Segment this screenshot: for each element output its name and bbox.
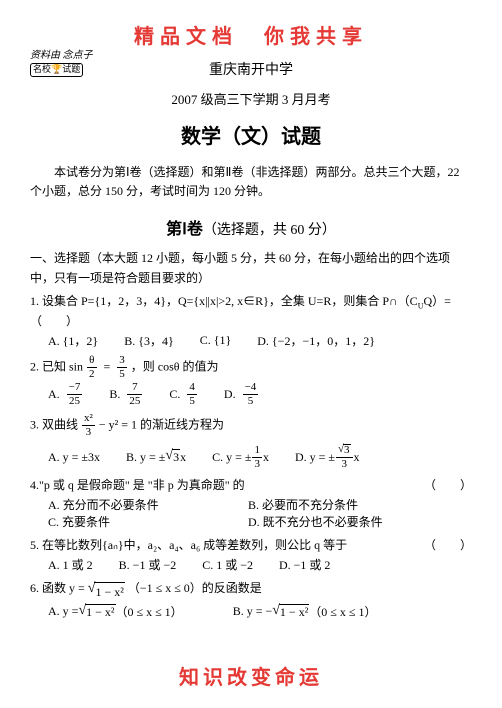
part1-title: 第Ⅰ卷（选择题，共 60 分） [30, 215, 472, 239]
q2-three: 3 [117, 355, 127, 368]
q3-x2: x² [82, 413, 95, 426]
q1-opt-a: A. {1，2} [48, 332, 98, 349]
q5-tail: （ ） [424, 536, 472, 554]
q4-opt-d: D. 既不充分也不必要条件 [248, 513, 448, 530]
q5-opt-d: D. −1 或 2 [279, 556, 330, 573]
q2-theta: θ [87, 355, 97, 368]
q2-five: 5 [117, 368, 127, 380]
q5-options: A. 1 或 2 B. −1 或 −2 C. 1 或 −2 D. −1 或 2 [48, 556, 472, 573]
q5-opt-b: B. −1 或 −2 [119, 556, 177, 573]
logo-badge: 名校🏆试题 [30, 63, 83, 77]
q2-opt-a: A. −725 [48, 382, 83, 407]
q3-opt-b: B. y = ±√3 x [126, 449, 186, 465]
q2-opt-c: C. 45 [169, 382, 198, 407]
q3-stem-a: 3. 双曲线 [30, 417, 78, 431]
q3-opt-d: D. y = ± √33 x [295, 444, 360, 470]
q1-options: A. {1，2} B. {3，4} C. {1} D. {−2，−1，0，1，2… [48, 332, 472, 349]
q2-stem-b: ，则 cosθ 的值为 [131, 359, 219, 373]
intro-text: 本试卷分为第Ⅰ卷（选择题）和第Ⅱ卷（非选择题）两部分。总共三个大题，22 个小题… [30, 163, 472, 201]
footer-banner: 知识改变命运 [0, 661, 502, 690]
q3-opt-c: C. y = ± 13 x [212, 445, 269, 470]
q1-opt-b: B. {3，4} [124, 332, 174, 349]
logo-box: 资料由 念点子 名校🏆试题 [30, 50, 100, 77]
part1-big: 第Ⅰ卷 [166, 221, 203, 238]
q5-opt-c: C. 1 或 −2 [202, 556, 253, 573]
q5-opt-a: A. 1 或 2 [48, 556, 93, 573]
title-main: 数学（文）试题 [30, 120, 472, 149]
q3-options: A. y = ±3x B. y = ±√3 x C. y = ± 13 x D.… [48, 444, 472, 470]
q4-stem: 4."p 或 q 是假命题" 是 "非 p 为真命题" 的 （ ） [30, 476, 472, 494]
q2-options: A. −725 B. 725 C. 45 D. −45 [48, 382, 472, 407]
section1-label: 一、选择题（本大题 12 小题，每小题 5 分，共 60 分，在每小题给出的四个… [30, 249, 472, 287]
q4-opt-a: A. 充分而不必要条件 [48, 496, 248, 513]
q3-three: 3 [82, 426, 95, 438]
q2-opt-d: D. −45 [224, 382, 259, 407]
q6-opt-a: A. y = √1 − x² （0 ≤ x ≤ 1） [48, 603, 183, 620]
q3-stem-b: − y² = 1 的渐近线方程为 [99, 417, 224, 431]
logo-script: 资料由 念点子 [30, 50, 100, 61]
header-banner: 精品文档 你我共享 [30, 20, 472, 49]
q4-tail: （ ） [424, 476, 472, 494]
q3-opt-a: A. y = ±3x [48, 450, 100, 465]
q2-stem: 2. 已知 sin θ2 = 35 ，则 cosθ 的值为 [30, 355, 472, 380]
q6-options: A. y = √1 − x² （0 ≤ x ≤ 1） B. y = − √1 −… [48, 603, 472, 620]
q2-stem-a: 2. 已知 sin [30, 359, 83, 373]
q2-opt-b: B. 725 [109, 382, 143, 407]
q6-stem: 6. 函数 y = √1 − x² （−1 ≤ x ≤ 0）的反函数是 [30, 579, 472, 601]
q4-opt-c: C. 充要条件 [48, 513, 248, 530]
q6-opt-b: B. y = − √1 − x² （0 ≤ x ≤ 1） [233, 603, 377, 620]
part1-small: （选择题，共 60 分） [203, 223, 336, 238]
q1-opt-d: D. {−2，−1，0，1，2} [257, 332, 375, 349]
q5-stem: 5. 在等比数列{aₙ}中，a₂、a₄、a₆ 成等差数列，则公比 q 等于 （ … [30, 536, 472, 554]
q4-opt-b: B. 必要而不充分条件 [248, 496, 448, 513]
q1-opt-c: C. {1} [200, 333, 232, 348]
q1-stem-a: 1. 设集合 P={1，2，3，4}，Q={x||x|>2, x∈R}，全集 U… [30, 294, 418, 308]
q3-stem: 3. 双曲线 x²3 − y² = 1 的渐近线方程为 [30, 413, 472, 438]
q4-options: A. 充分而不必要条件 B. 必要而不充分条件 C. 充要条件 D. 既不充分也… [48, 496, 472, 530]
school-sub: 2007 级高三下学期 3 月月考 [30, 89, 472, 108]
q2-two: 2 [87, 368, 97, 380]
q1-stem: 1. 设集合 P={1，2，3，4}，Q={x||x|>2, x∈R}，全集 U… [30, 292, 472, 330]
